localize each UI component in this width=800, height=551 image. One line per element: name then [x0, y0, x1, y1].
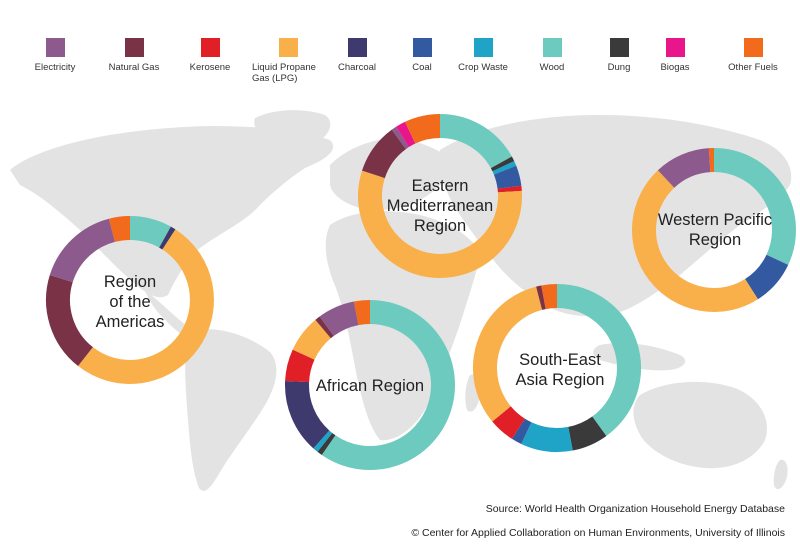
legend-swatch-charcoal	[347, 38, 367, 57]
slice-electricity	[319, 301, 359, 337]
slice-coal	[511, 418, 532, 445]
slice-wood	[129, 216, 171, 248]
slice-crop-waste	[313, 430, 333, 452]
region-label-african-line-1: African Region	[315, 377, 425, 395]
legend-label-dung: Dung	[607, 62, 631, 73]
legend-label-crop-waste: Crop Waste	[458, 62, 508, 73]
slice-lpg	[632, 170, 758, 312]
legend-label-wood: Wood	[539, 62, 565, 73]
region-label-south-east-asia: South-East Asia Region	[495, 350, 625, 390]
slice-natural-gas	[536, 285, 546, 310]
legend-swatch-wood	[542, 38, 562, 57]
region-label-em-line-1: Eastern	[411, 177, 469, 195]
legend-item-crop-waste: Crop Waste	[443, 38, 523, 73]
legend-label-electricity: Electricity	[34, 62, 76, 73]
region-label-americas: Region of the Americas	[75, 272, 185, 332]
slice-natural-gas	[362, 129, 407, 179]
slice-lpg	[78, 229, 214, 384]
slice-other-fuels	[541, 284, 558, 310]
slice-lpg	[358, 170, 522, 278]
region-label-sea-line-2: Asia Region	[515, 371, 605, 389]
slice-crop-waste	[492, 161, 517, 175]
map-greenland	[254, 110, 331, 148]
slice-wood	[556, 284, 641, 436]
slice-natural-gas	[315, 316, 334, 339]
slice-other-fuels	[353, 300, 371, 326]
legend-swatch-biogas	[665, 38, 685, 57]
region-label-african: African Region	[305, 376, 435, 396]
slice-natural-gas	[46, 275, 94, 367]
map-new-zealand	[773, 459, 788, 490]
legend-item-dung: Dung	[579, 38, 659, 73]
slice-wood	[321, 300, 455, 470]
legend-swatch-lpg	[278, 38, 298, 57]
slice-wood	[713, 148, 796, 265]
legend-item-lpg: Liquid Propane Gas (LPG)	[243, 38, 333, 84]
legend-swatch-coal	[412, 38, 432, 57]
legend-item-biogas: Biogas	[635, 38, 715, 73]
slice-coal	[744, 254, 789, 300]
legend-swatch-natural-gas	[124, 38, 144, 57]
legend-label-coal: Coal	[412, 62, 432, 73]
slice-dung	[567, 416, 607, 451]
slice-coal	[493, 165, 522, 190]
legend-label-charcoal: Charcoal	[337, 62, 377, 73]
donut-eastern-mediterranean-region	[358, 114, 522, 278]
donut-african-region	[285, 300, 455, 470]
slice-dung	[317, 432, 336, 456]
slice-other-fuels	[405, 114, 441, 144]
copyright-credit: © Center for Applied Collaboration on Hu…	[411, 527, 785, 539]
legend-item-electricity: Electricity	[15, 38, 95, 73]
legend: Electricity Natural Gas Kerosene Liquid …	[20, 38, 790, 88]
slice-lpg	[292, 319, 332, 361]
donut-south-east-asia-region	[473, 284, 641, 452]
slice-dung	[490, 156, 515, 172]
region-label-western-pacific: Western Pacific Region	[650, 210, 780, 250]
legend-label-lpg: Liquid Propane Gas (LPG)	[252, 62, 316, 84]
legend-label-kerosene: Kerosene	[189, 62, 231, 73]
legend-swatch-dung	[609, 38, 629, 57]
source-note: Source: World Health Organization Househ…	[485, 503, 785, 515]
legend-item-coal: Coal	[382, 38, 462, 73]
slice-charcoal	[285, 380, 330, 449]
legend-swatch-kerosene	[200, 38, 220, 57]
slice-crop-waste	[521, 422, 573, 452]
slice-other-fuels	[108, 216, 131, 243]
region-label-wp-line-2: Region	[688, 231, 742, 249]
region-label-sea-line-1: South-East	[519, 351, 601, 369]
region-label-eastern-mediterranean: Eastern Mediterranean Region	[375, 176, 505, 236]
map-south-america	[185, 329, 277, 491]
region-label-americas-line-1: Region	[103, 273, 157, 291]
slice-kerosene	[492, 405, 526, 439]
legend-item-charcoal: Charcoal	[317, 38, 397, 73]
legend-label-biogas: Biogas	[660, 62, 690, 73]
legend-label-natural-gas: Natural Gas	[108, 62, 160, 73]
donut-region-of-the-americas	[46, 216, 214, 384]
slice-electricity	[657, 148, 711, 189]
slice-electricity	[49, 218, 116, 283]
slice-electricity	[391, 126, 410, 150]
legend-swatch-other-fuels	[743, 38, 763, 57]
slice-lpg	[473, 286, 543, 422]
legend-item-wood: Wood	[512, 38, 592, 73]
slice-wood	[439, 114, 512, 169]
slice-biogas	[396, 121, 416, 148]
legend-item-kerosene: Kerosene	[170, 38, 250, 73]
region-label-wp-line-1: Western Pacific	[657, 211, 773, 229]
region-label-americas-line-3: Americas	[95, 313, 165, 331]
region-label-em-line-2: Mediterranean	[386, 197, 494, 215]
region-label-em-line-3: Region	[413, 217, 467, 235]
legend-swatch-crop-waste	[473, 38, 493, 57]
legend-swatch-electricity	[45, 38, 65, 57]
slice-charcoal	[159, 226, 176, 250]
legend-item-other-fuels: Other Fuels	[713, 38, 793, 73]
donut-western-pacific-region	[632, 148, 796, 312]
map-north-america	[10, 126, 334, 298]
legend-label-other-fuels: Other Fuels	[728, 62, 778, 73]
region-label-americas-line-2: of the	[109, 293, 151, 311]
map-australia	[633, 381, 767, 469]
legend-item-natural-gas: Natural Gas	[94, 38, 174, 73]
slice-kerosene	[285, 349, 315, 383]
